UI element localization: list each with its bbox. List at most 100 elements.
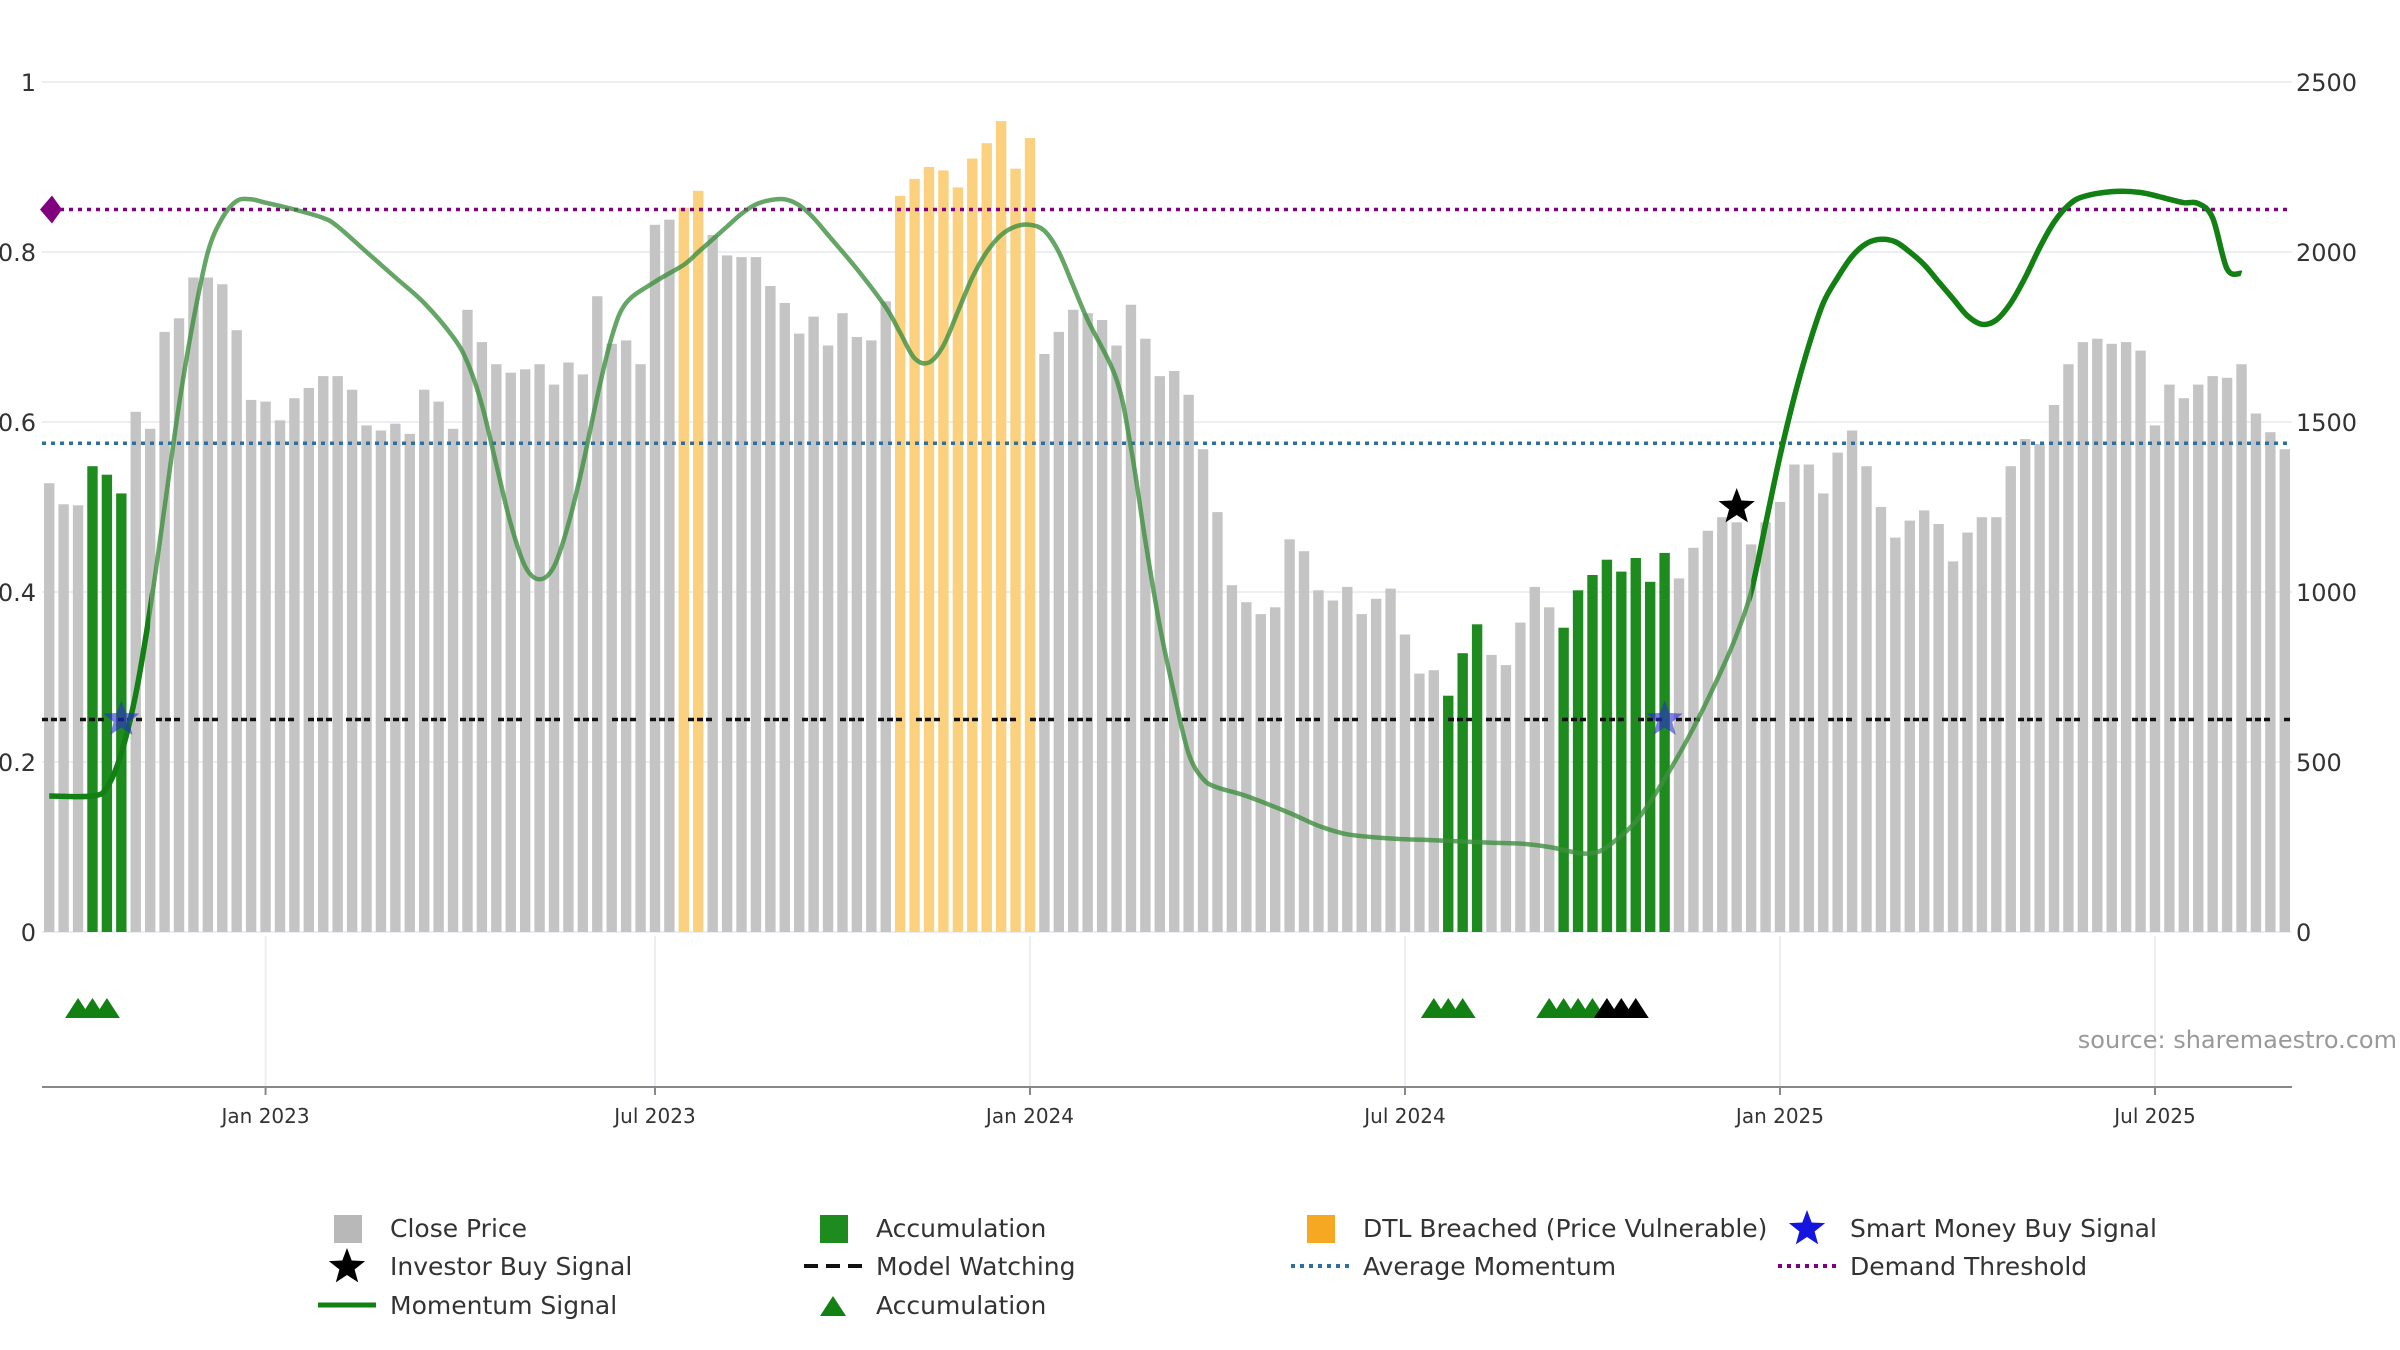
- accumulation-bar: [1457, 653, 1468, 932]
- close-price-bar: [1731, 522, 1742, 932]
- legend-item: Investor Buy Signal: [316, 1248, 632, 1284]
- legend-label: DTL Breached (Price Vulnerable): [1363, 1213, 1768, 1243]
- close-price-bar: [1717, 517, 1728, 932]
- close-price-bar: [231, 330, 242, 932]
- accumulation-bar: [1616, 571, 1627, 932]
- legend-item: Demand Threshold: [1776, 1248, 2087, 1284]
- close-price-bar: [2279, 449, 2290, 932]
- legend-black-star-icon: [316, 1248, 378, 1284]
- legend-item: Smart Money Buy Signal: [1776, 1210, 2157, 1246]
- close-price-bar: [1962, 532, 1973, 932]
- chart-legend: Close Price Accumulation DTL Breached (Pri…: [0, 1210, 2400, 1340]
- close-price-bar: [245, 399, 257, 932]
- legend-label: Momentum Signal: [390, 1290, 618, 1320]
- close-price-bar: [1269, 607, 1281, 932]
- close-price-bar: [260, 401, 271, 933]
- legend-label: Demand Threshold: [1850, 1251, 2088, 1281]
- y-left-tick-label: 0.2: [0, 749, 36, 777]
- close-price-bar: [318, 376, 329, 933]
- legend-item: Accumulation: [802, 1210, 1046, 1246]
- legend-label: Average Momentum: [1363, 1251, 1617, 1281]
- legend-star: [1788, 1210, 1826, 1245]
- accumulation-bar: [1601, 559, 1613, 932]
- close-price-bar: [808, 316, 819, 933]
- close-price-bar: [1140, 338, 1151, 932]
- close-price-bar: [1053, 331, 1065, 932]
- signal-markers: [103, 488, 1755, 735]
- close-price-bar: [188, 277, 199, 932]
- close-price-bar: [2207, 376, 2218, 933]
- close-price-bar: [2265, 432, 2276, 932]
- dtl-breached-bar: [981, 143, 992, 932]
- x-tick-label: Jan 2024: [984, 1104, 1074, 1128]
- x-tick-label: Jan 2023: [220, 1104, 310, 1128]
- close-price-bar: [476, 342, 488, 933]
- close-price-bar: [649, 224, 661, 933]
- close-price-bar: [1298, 551, 1310, 932]
- close-price-bar: [2077, 342, 2089, 933]
- close-price-bar: [159, 331, 170, 932]
- momentum-signal-line-faded: [150, 196, 1752, 856]
- dtl-breached-bar: [952, 187, 964, 932]
- gridlines: [42, 81, 2292, 1087]
- close-price-bar: [1933, 524, 1944, 932]
- close-price-bar: [1890, 537, 1901, 932]
- close-price-bar: [1774, 501, 1786, 932]
- axes: 1 0.8 0.6 0.4 0.2 0 2500 2000 1500 1000 500 0 Jan 20…: [0, 69, 2357, 1128]
- close-price-bar: [332, 376, 343, 933]
- accumulation-bar: [1558, 627, 1569, 932]
- close-price-bar: [519, 369, 531, 932]
- y-right-tick-label: 0: [2296, 919, 2311, 947]
- y-left-tick-label: 0: [21, 919, 36, 947]
- close-price-bar: [736, 257, 747, 933]
- x-tick-label: Jul 2025: [2112, 1104, 2195, 1128]
- close-price-bar: [217, 284, 228, 932]
- dtl-breached-bar: [995, 121, 1007, 933]
- y-right-tick-label: 500: [2296, 749, 2342, 777]
- close-price-bar: [2178, 398, 2190, 932]
- dtl-breached-bar: [678, 207, 690, 933]
- close-price-bar: [1327, 600, 1339, 932]
- close-price-bar: [1313, 590, 1324, 932]
- close-price-bar: [548, 384, 560, 933]
- close-price-bar: [1399, 634, 1411, 932]
- legend-blue-star-icon: [1776, 1210, 1838, 1246]
- close-price-bar: [2135, 350, 2146, 933]
- close-price-bar: [1197, 449, 1209, 932]
- close-price-bar: [2005, 466, 2016, 932]
- legend-swatch: [334, 1215, 362, 1243]
- accumulation-triangle: [93, 998, 120, 1018]
- close-price-bar: [361, 425, 372, 932]
- legend-label: Accumulation: [876, 1290, 1047, 1320]
- close-price-bar: [2236, 364, 2247, 932]
- close-price-bar: [1370, 598, 1382, 932]
- smart-money-buy-star: [103, 700, 140, 735]
- legend-item: Close Price: [316, 1210, 527, 1246]
- accumulation-bar: [101, 474, 113, 932]
- close-price-bar: [1846, 430, 1858, 932]
- close-price-bar: [721, 255, 733, 932]
- accumulation-bar: [1644, 581, 1656, 932]
- close-price-bar: [1226, 585, 1238, 932]
- close-price-bar: [404, 433, 415, 932]
- close-price-bar: [1702, 530, 1714, 932]
- dtl-breached-bar: [909, 178, 920, 932]
- close-price-bar: [447, 428, 459, 932]
- close-price-bar: [1544, 607, 1555, 932]
- legend-item: Momentum Signal: [316, 1287, 617, 1323]
- investor-buy-star: [1718, 488, 1755, 523]
- close-price-bar: [44, 483, 55, 932]
- close-price-bar: [2149, 425, 2161, 932]
- dtl-breached-bar: [923, 167, 935, 932]
- close-price-bar: [2164, 384, 2175, 933]
- close-price-bar: [534, 364, 545, 932]
- close-price-bar: [1039, 354, 1050, 932]
- close-price-bar: [1688, 547, 1699, 932]
- legend-green-square-icon: [802, 1210, 864, 1246]
- legend-dashed-line-icon: [802, 1248, 864, 1284]
- close-price-bar: [1183, 394, 1194, 932]
- close-price-bar: [794, 333, 805, 933]
- close-price-bar: [462, 309, 473, 932]
- close-price-bar: [433, 401, 444, 933]
- close-price-bar: [1414, 673, 1425, 932]
